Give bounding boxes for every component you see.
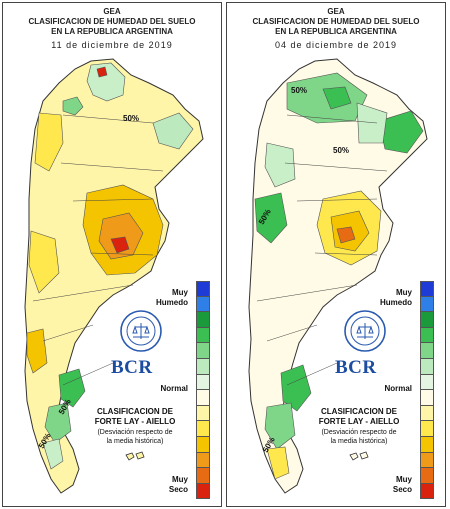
classification-note: (Desviación respecto de la media históric… — [97, 429, 173, 445]
legend-swatch — [196, 296, 210, 313]
legend-swatch — [196, 468, 210, 484]
map-panel-left: 50% 50% 50% GEA CLASIFICACION DE HUMEDAD… — [2, 2, 222, 507]
south-tip-green — [42, 438, 64, 470]
bcr-logo-text: BCR — [111, 357, 153, 378]
legend-swatch — [196, 281, 210, 297]
legend-label-wet: Muy Humedo — [380, 288, 412, 307]
south-dry — [266, 446, 290, 480]
central-extreme — [110, 236, 130, 254]
map-subtitle: EN LA REPUBLICA ARGENTINA — [275, 27, 397, 36]
legend-swatch — [196, 358, 210, 375]
legend-label-dry: Muy Seco — [392, 475, 412, 494]
central-very-dry — [336, 226, 356, 244]
bcr-seal-logo — [344, 310, 386, 352]
legend-swatch — [420, 405, 434, 422]
legend-swatch — [420, 483, 434, 500]
legend-label-normal: Normal — [384, 384, 412, 393]
contour-label: 50% — [333, 146, 349, 155]
legend-swatch — [420, 312, 434, 328]
legend-swatch — [420, 452, 434, 469]
north-moist — [356, 102, 388, 144]
legend-swatch — [420, 468, 434, 484]
north-wet-spot — [62, 96, 84, 116]
west-moist — [264, 142, 296, 188]
org-name: GEA — [103, 7, 121, 16]
northwest-dry — [34, 112, 64, 172]
south-moist — [44, 402, 72, 444]
legend-swatch — [420, 327, 434, 344]
legend-swatch — [420, 374, 434, 391]
south-west-dry — [26, 328, 48, 374]
contour-label: 50% — [123, 114, 139, 123]
map-title: CLASIFICACION DE HUMEDAD DEL SUELO — [252, 17, 420, 26]
color-legend — [420, 281, 434, 500]
soil-moisture-map: 50% 50% 50% — [24, 58, 204, 494]
legend-swatch — [196, 374, 210, 391]
malvinas-islands — [349, 451, 369, 461]
legend-swatch — [196, 312, 210, 328]
legend-swatch — [196, 405, 210, 422]
legend-swatch — [196, 390, 210, 406]
legend-swatch — [196, 452, 210, 469]
legend-swatch — [420, 343, 434, 359]
map-subtitle: EN LA REPUBLICA ARGENTINA — [51, 27, 173, 36]
legend-swatch — [420, 358, 434, 375]
map-title: CLASIFICACION DE HUMEDAD DEL SUELO — [28, 17, 196, 26]
bcr-logo-text: BCR — [335, 357, 377, 378]
south-green — [280, 364, 312, 412]
west-dry — [28, 230, 60, 294]
littoral-moist — [152, 112, 194, 150]
province-borders — [256, 114, 388, 386]
north-red-spot — [96, 66, 108, 78]
south-moist — [264, 402, 296, 450]
classification-note: (Desviación respecto de la media históric… — [321, 429, 397, 445]
legend-label-dry: Muy Seco — [168, 475, 188, 494]
north-very-wet — [322, 86, 352, 110]
org-name: GEA — [327, 7, 345, 16]
malvinas-islands — [125, 451, 145, 461]
legend-label-normal: Normal — [160, 384, 188, 393]
legend-swatch — [196, 343, 210, 359]
soil-moisture-map: 50% 50% 50% 50% — [248, 58, 428, 494]
bcr-seal-logo — [120, 310, 162, 352]
map-date: 04 de diciembre de 2019 — [274, 40, 398, 50]
map-panel-right: 50% 50% 50% 50% GEA CLASIFICACION DE HUM… — [226, 2, 446, 507]
south-green — [58, 368, 86, 408]
central-very-dry — [98, 212, 144, 260]
classification-title: CLASIFICACION DE FORTE LAY - AIELLO — [318, 407, 400, 426]
north-moist-region — [86, 62, 126, 102]
legend-swatch — [196, 327, 210, 344]
legend-swatch — [196, 436, 210, 453]
legend-swatch — [420, 281, 434, 297]
legend-swatch — [420, 436, 434, 453]
color-legend — [196, 281, 210, 500]
legend-swatch — [196, 483, 210, 500]
legend-swatch — [420, 390, 434, 406]
map-date: 11 de diciembre de 2019 — [51, 40, 173, 50]
littoral-wet — [378, 110, 424, 154]
contour-label: 50% — [291, 86, 307, 95]
legend-swatch — [196, 421, 210, 437]
west-green — [254, 192, 288, 244]
legend-swatch — [420, 421, 434, 437]
province-borders — [32, 114, 164, 386]
legend-swatch — [420, 296, 434, 313]
classification-title: CLASIFICACION DE FORTE LAY - AIELLO — [94, 407, 176, 426]
legend-label-wet: Muy Humedo — [156, 288, 188, 307]
